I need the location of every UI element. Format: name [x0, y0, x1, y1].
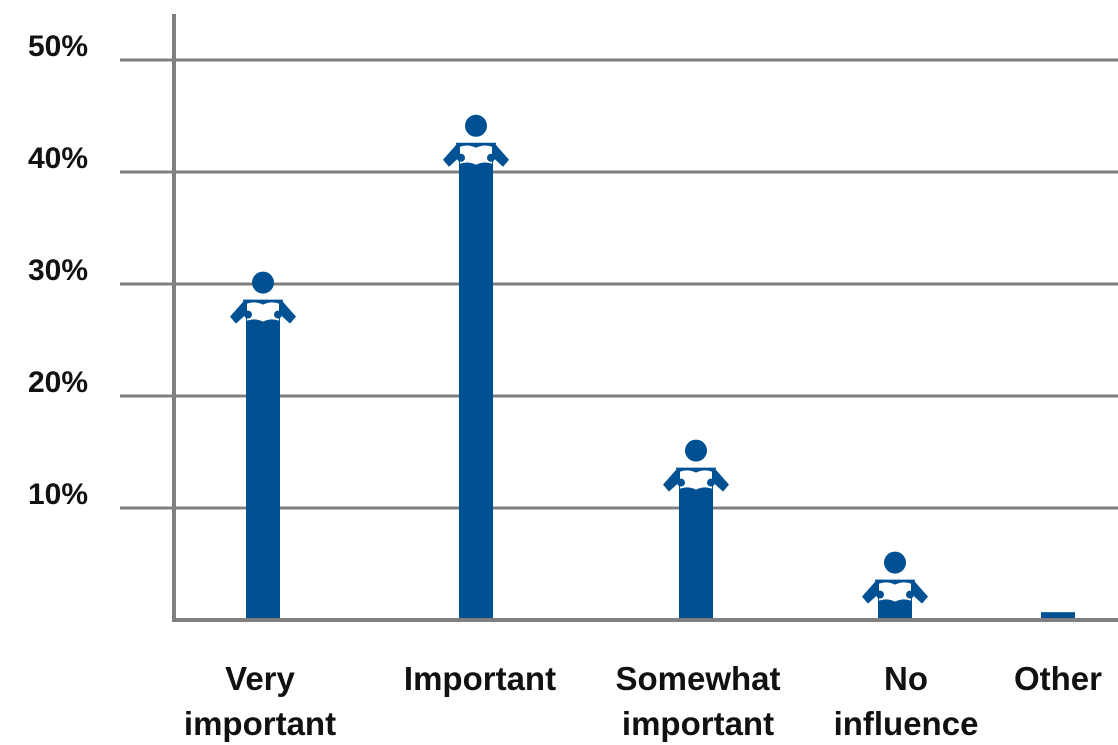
y-tick-label: 50% — [28, 30, 88, 63]
x-category-labels: Very important Important Somewhat important N… — [184, 660, 1102, 742]
bar-group — [663, 439, 729, 620]
bars — [230, 114, 1075, 621]
bar-group — [443, 114, 509, 621]
bar — [246, 315, 280, 620]
reader-icon — [862, 551, 928, 604]
x-category-label: important — [622, 705, 774, 742]
bar-group — [862, 551, 928, 620]
x-category-label: Important — [404, 660, 556, 697]
reader-icon — [230, 271, 296, 324]
y-tick-label: 10% — [28, 478, 88, 511]
x-category-label: influence — [834, 705, 979, 742]
bar-group — [230, 271, 296, 620]
bar — [1041, 612, 1075, 620]
bar-group — [1041, 612, 1075, 620]
x-category-label: Very — [225, 660, 295, 697]
bar — [459, 158, 493, 621]
y-tick-label: 40% — [28, 142, 88, 175]
reader-icon — [443, 114, 509, 167]
x-category-label: Somewhat — [615, 660, 780, 697]
bar — [679, 483, 713, 620]
x-category-label: important — [184, 705, 336, 742]
y-tick-label: 30% — [28, 254, 88, 287]
y-tick-labels: 10% 20% 30% 40% 50% — [28, 30, 88, 511]
reader-icon — [663, 439, 729, 492]
x-category-label: Other — [1014, 660, 1102, 697]
gridlines — [120, 58, 1118, 510]
y-tick-label: 20% — [28, 366, 88, 399]
axes — [172, 14, 1118, 622]
x-category-label: No — [884, 660, 928, 697]
